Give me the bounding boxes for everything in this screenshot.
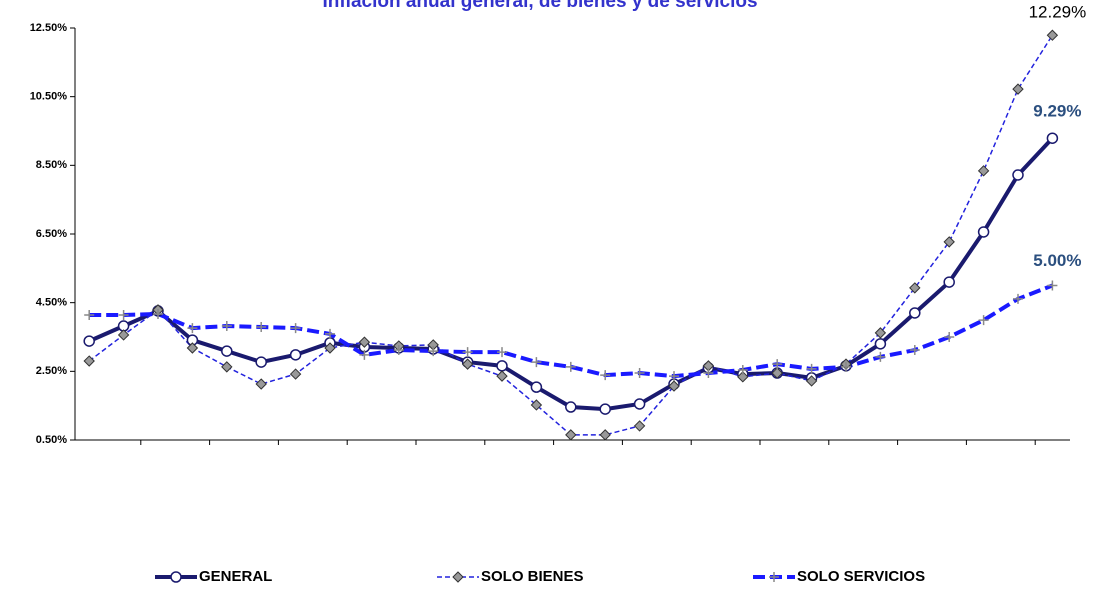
point [221,361,233,373]
point [324,342,336,354]
point [909,345,920,356]
legend-marker [769,572,779,582]
data-label: 5.00% [1033,251,1081,270]
point [531,357,542,368]
point [943,276,955,288]
point [496,360,508,372]
point [633,420,646,432]
y-tick-label: 10.50% [30,91,68,103]
point [599,403,611,415]
point [496,370,508,382]
point [874,327,887,339]
point [290,323,301,334]
point [428,346,439,357]
point [255,378,267,390]
point [565,361,576,372]
point [874,338,887,350]
point [875,351,886,362]
point [221,345,233,357]
point [977,165,990,177]
point [497,347,507,358]
legend-label: GENERAL [199,568,272,585]
point [565,429,577,441]
point [289,368,302,380]
point [944,332,955,342]
point [84,310,95,321]
point [1047,280,1058,291]
point [737,364,748,375]
point [909,282,921,294]
point [187,323,198,334]
chart-title: Inflación anual general, de bienes y de … [322,0,757,12]
legend-label: SOLO SERVICIOS [797,568,925,585]
legend-marker [452,571,464,583]
point [599,429,611,441]
point [325,328,335,339]
point [668,380,680,392]
point [1046,29,1059,41]
point [565,401,577,413]
y-tick-label: 0.50% [36,434,67,446]
point [1013,293,1023,304]
point [737,371,749,383]
point [771,367,783,379]
point [1012,83,1024,95]
y-tick-label: 2.50% [36,365,67,377]
point [153,308,163,319]
point [772,359,783,370]
point [978,315,989,326]
legend-label: SOLO BIENES [481,568,584,585]
point [289,349,302,361]
point [117,329,130,341]
point [977,226,990,238]
point [530,399,543,411]
point [703,368,714,379]
point [83,355,95,367]
point [806,363,817,374]
y-tick-label: 8.50% [36,159,67,171]
point [221,321,232,332]
point [909,307,921,319]
point [1046,132,1059,144]
point [256,322,267,333]
point [393,345,404,356]
point [461,358,474,370]
point [805,375,818,387]
point [669,371,679,382]
point [359,349,370,360]
y-tick-label: 12.50% [30,22,68,34]
point [600,370,611,381]
point [634,368,645,379]
point [633,398,646,410]
point [462,347,473,358]
y-tick-label: 6.50% [36,228,67,240]
data-label: 9.29% [1033,102,1081,121]
point [1012,169,1024,181]
y-tick-label: 4.50% [36,297,67,309]
series-line [88,34,1054,436]
data-label: 12.29% [1029,3,1087,22]
point [530,381,543,393]
point [358,336,371,348]
point [943,236,955,248]
point [186,342,199,354]
point [83,335,95,347]
point [118,310,129,321]
legend-marker [170,571,182,583]
series-line [89,283,1054,379]
point [841,361,851,372]
point [255,356,267,368]
